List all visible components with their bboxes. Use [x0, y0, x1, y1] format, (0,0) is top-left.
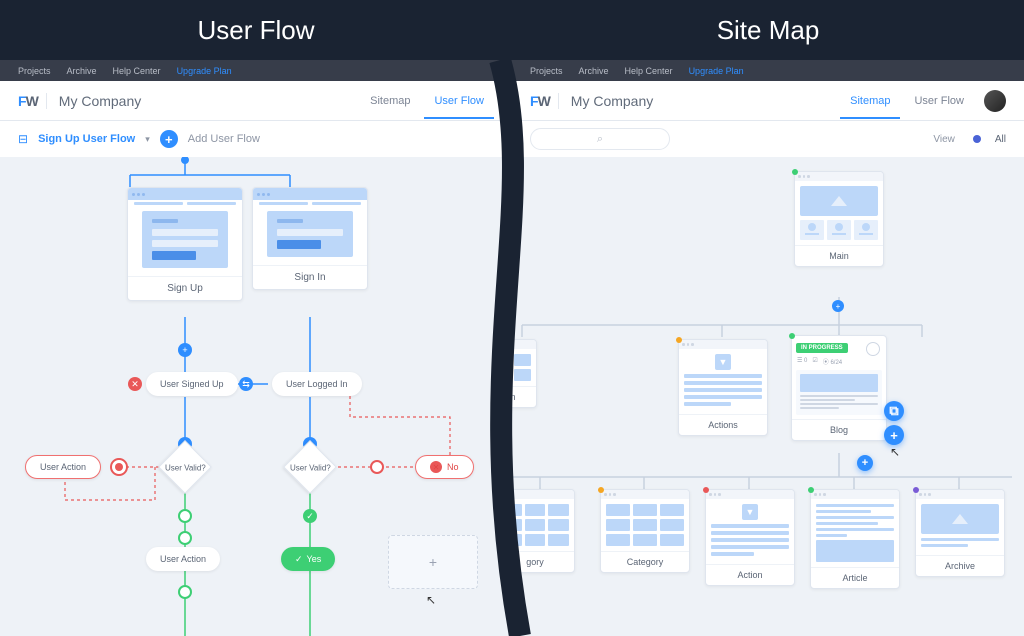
add-flow-label: Add User Flow [188, 133, 260, 145]
status-dot-red [703, 487, 709, 493]
card-action[interactable]: ▼ Action [705, 489, 795, 586]
status-dot-green [789, 333, 795, 339]
banner-left: User Flow [0, 0, 512, 60]
header-tabs: Sitemap User Flow [840, 83, 974, 119]
card-article-label: Article [811, 567, 899, 588]
node-signin[interactable]: Sign In [252, 187, 368, 290]
blog-status-badge: IN PROGRESS [796, 343, 848, 353]
cursor-icon: ↖ [426, 593, 436, 607]
flow-toolbar: ⊟ Sign Up User Flow ▾ + Add User Flow [0, 121, 512, 157]
add-flow-button[interactable]: + [160, 130, 178, 148]
sitemap-canvas[interactable]: Main + g main ▼ Actions IN PROGRESS ☰ 0 … [512, 157, 1024, 636]
status-dot-red: ✕ [128, 377, 142, 391]
app-header: FW My Company Sitemap User Flow [512, 81, 1024, 121]
event-logged-in[interactable]: User Logged In [272, 372, 362, 396]
view-value[interactable]: All [995, 134, 1006, 145]
card-gory-label: gory [512, 551, 574, 572]
add-node-placeholder[interactable]: + [388, 535, 478, 589]
card-actions[interactable]: ▼ Actions [678, 339, 768, 436]
banner-left-label: User Flow [197, 15, 314, 46]
node-signup-label: Sign Up [128, 276, 242, 300]
userflow-app: Projects Archive Help Center Upgrade Pla… [0, 60, 512, 636]
blog-meta: ☰ 0 ☑ ⦿ 6/24 [797, 357, 881, 366]
comparison-banner: User Flow Site Map [0, 0, 1024, 60]
pill-user-action-left[interactable]: User Action [25, 455, 101, 479]
flow-canvas[interactable]: Sign Up Sign In User Signed Up User Logg… [0, 157, 512, 636]
no-path-dot [370, 460, 384, 474]
card-action-label: Action [706, 564, 794, 585]
event-signed-up[interactable]: User Signed Up [146, 372, 238, 396]
add-child-button[interactable]: + [857, 455, 873, 471]
card-main[interactable]: Main [794, 171, 884, 267]
card-category[interactable]: Category [600, 489, 690, 573]
blog-action-button-1[interactable]: ⧉ [884, 401, 904, 421]
status-dot-orange [676, 337, 682, 343]
yes-path-dot [178, 509, 192, 523]
status-dot-orange [598, 487, 604, 493]
card-category-label: Category [601, 551, 689, 572]
pill-yes[interactable]: ✓Yes [281, 547, 335, 571]
top-nav: Projects Archive Help Center Upgrade Pla… [512, 60, 1024, 81]
company-name: My Company [558, 93, 653, 109]
card-archive-label: Archive [916, 555, 1004, 576]
card-archive[interactable]: Archive [915, 489, 1005, 577]
card-blog[interactable]: IN PROGRESS ☰ 0 ☑ ⦿ 6/24 Blog [791, 335, 887, 441]
card-article[interactable]: Article [810, 489, 900, 589]
chevron-down-icon[interactable]: ▾ [145, 134, 150, 145]
card-gmain-label: g main [512, 386, 536, 407]
nav-upgrade[interactable]: Upgrade Plan [689, 66, 744, 76]
sitemap-toolbar: ⌕ View All [512, 121, 1024, 157]
company-name: My Company [46, 93, 141, 109]
blog-add-button[interactable]: + [884, 425, 904, 445]
nav-archive[interactable]: Archive [579, 66, 609, 76]
card-actions-label: Actions [679, 414, 767, 435]
nav-upgrade[interactable]: Upgrade Plan [177, 66, 232, 76]
pill-user-action-bottom[interactable]: User Action [146, 547, 220, 571]
cursor-icon: ↖ [890, 445, 900, 459]
logo[interactable]: FW [18, 93, 38, 109]
yes-path-dot [178, 531, 192, 545]
card-main-label: Main [795, 245, 883, 266]
node-signin-label: Sign In [253, 265, 367, 289]
card-gmain[interactable]: g main [512, 339, 537, 408]
node-signup[interactable]: Sign Up [127, 187, 243, 301]
card-blog-label: Blog [792, 419, 886, 440]
connector-dot: + [178, 343, 192, 357]
status-dot-green [808, 487, 814, 493]
connector-dot: + [832, 300, 844, 312]
tab-userflow[interactable]: User Flow [904, 83, 974, 119]
nav-help[interactable]: Help Center [625, 66, 673, 76]
nav-projects[interactable]: Projects [18, 66, 51, 76]
user-avatar[interactable] [984, 90, 1006, 112]
logo[interactable]: FW [530, 93, 550, 109]
status-dot-green [792, 169, 798, 175]
card-gory[interactable]: gory [512, 489, 575, 573]
header-tabs: Sitemap User Flow [360, 83, 494, 119]
app-header: FW My Company Sitemap User Flow [0, 81, 512, 121]
sitemap-app: Projects Archive Help Center Upgrade Pla… [512, 60, 1024, 636]
banner-right-label: Site Map [717, 15, 820, 46]
tab-userflow[interactable]: User Flow [424, 83, 494, 119]
progress-ring-icon [866, 342, 880, 356]
connector-dot-blue: ⇆ [239, 377, 253, 391]
search-input[interactable]: ⌕ [530, 128, 670, 150]
nav-projects[interactable]: Projects [530, 66, 563, 76]
nav-help[interactable]: Help Center [113, 66, 161, 76]
view-color-dot [973, 135, 981, 143]
banner-right: Site Map [512, 0, 1024, 60]
yes-path-dot [178, 585, 192, 599]
nav-archive[interactable]: Archive [67, 66, 97, 76]
stop-icon [110, 458, 128, 476]
tab-sitemap[interactable]: Sitemap [840, 83, 900, 119]
status-dot-purple [913, 487, 919, 493]
pill-no[interactable]: ✕No [415, 455, 474, 479]
top-nav: Projects Archive Help Center Upgrade Pla… [0, 60, 512, 81]
view-label: View [933, 134, 955, 145]
flow-icon: ⊟ [18, 132, 28, 146]
tab-sitemap[interactable]: Sitemap [360, 83, 420, 119]
yes-path-dot: ✓ [303, 509, 317, 523]
flow-title[interactable]: Sign Up User Flow [38, 133, 135, 145]
